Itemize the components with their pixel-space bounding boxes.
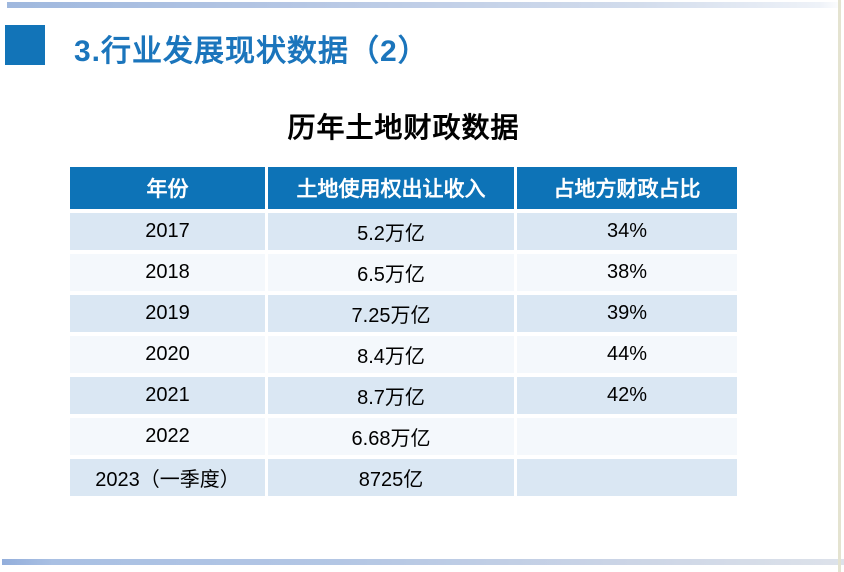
cell-year: 2023（一季度） bbox=[70, 459, 265, 496]
cell-ratio: 44% bbox=[517, 336, 737, 373]
cell-income: 6.68万亿 bbox=[268, 418, 514, 455]
cell-ratio: 42% bbox=[517, 377, 737, 414]
title-accent-square bbox=[5, 25, 45, 65]
cell-ratio bbox=[517, 459, 737, 496]
header-cell-year: 年份 bbox=[70, 167, 265, 209]
cell-income: 6.5万亿 bbox=[268, 254, 514, 291]
slide-title: 3.行业发展现状数据（2） bbox=[74, 35, 429, 68]
cell-ratio: 39% bbox=[517, 295, 737, 332]
table-row: 2023（一季度） 8725亿 bbox=[70, 459, 737, 496]
cell-ratio: 34% bbox=[517, 213, 737, 250]
table-row: 2019 7.25万亿 39% bbox=[70, 295, 737, 332]
cell-ratio: 38% bbox=[517, 254, 737, 291]
land-finance-table: 年份 土地使用权出让收入 占地方财政占比 2017 5.2万亿 34% 2018… bbox=[70, 167, 737, 500]
table-row: 2021 8.7万亿 42% bbox=[70, 377, 737, 414]
top-decoration-bar bbox=[7, 2, 844, 8]
cell-income: 8725亿 bbox=[268, 459, 514, 496]
cell-ratio bbox=[517, 418, 737, 455]
table-row: 2022 6.68万亿 bbox=[70, 418, 737, 455]
cell-income: 5.2万亿 bbox=[268, 213, 514, 250]
header-cell-ratio: 占地方财政占比 bbox=[517, 167, 737, 209]
table-row: 2020 8.4万亿 44% bbox=[70, 336, 737, 373]
table-title: 历年土地财政数据 bbox=[287, 112, 520, 143]
bottom-decoration-bar bbox=[2, 559, 844, 565]
table-row: 2018 6.5万亿 38% bbox=[70, 254, 737, 291]
cell-year: 2019 bbox=[70, 295, 265, 332]
cell-year: 2021 bbox=[70, 377, 265, 414]
cell-year: 2022 bbox=[70, 418, 265, 455]
cell-income: 8.7万亿 bbox=[268, 377, 514, 414]
header-cell-income: 土地使用权出让收入 bbox=[268, 167, 514, 209]
cell-year: 2017 bbox=[70, 213, 265, 250]
cell-income: 7.25万亿 bbox=[268, 295, 514, 332]
cell-year: 2020 bbox=[70, 336, 265, 373]
slide-right-edge bbox=[838, 0, 841, 572]
cell-year: 2018 bbox=[70, 254, 265, 291]
table-header-row: 年份 土地使用权出让收入 占地方财政占比 bbox=[70, 167, 737, 209]
table-row: 2017 5.2万亿 34% bbox=[70, 213, 737, 250]
cell-income: 8.4万亿 bbox=[268, 336, 514, 373]
